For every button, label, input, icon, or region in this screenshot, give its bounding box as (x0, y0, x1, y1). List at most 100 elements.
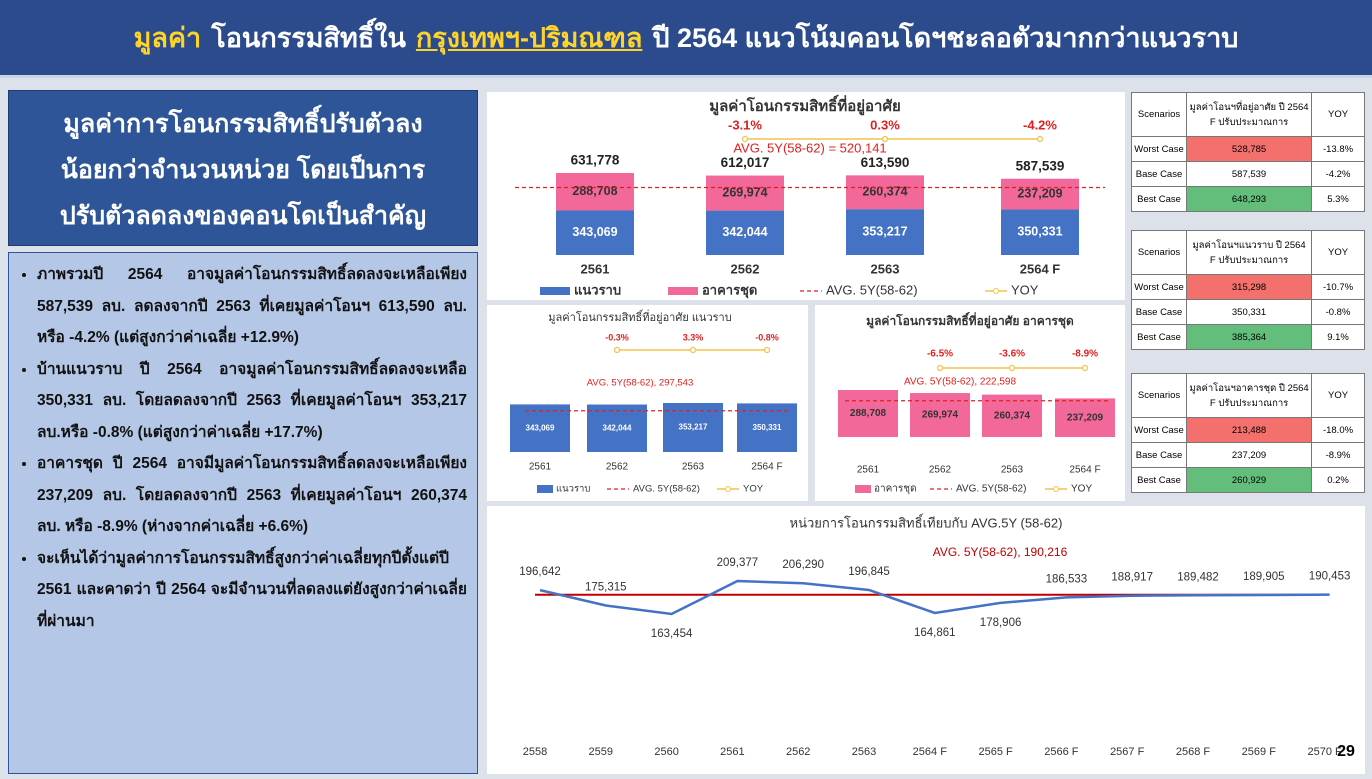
average-label: AVG. 5Y(58-62), 222,598 (904, 377, 1017, 388)
data-label: 209,377 (717, 557, 759, 569)
title-part: กรุงเทพฯ-ปริมณฑล (415, 23, 643, 53)
legend-label: AVG. 5Y(58-62) (826, 282, 918, 297)
yoy-point (613, 346, 621, 354)
x-tick-label: 2565 F (978, 746, 1013, 758)
legend-swatch (725, 486, 731, 492)
bullet: ภาพรวมปี 2564 อาจมูลค่าโอนกรรมสิทธิ์ลดลง… (37, 259, 467, 354)
x-tick-label: 2570 F (1307, 746, 1342, 758)
yoy-label: 3.3% (683, 332, 704, 342)
table-cell: -13.8% (1311, 136, 1365, 162)
summary-heading: มูลค่าการโอนกรรมสิทธิ์ปรับตัวลง น้อยกว่า… (8, 90, 478, 246)
heading-line: น้อยกว่าจำนวนหน่วย โดยเป็นการ (60, 156, 426, 184)
line (539, 579, 1330, 616)
bar-label: 288,708 (572, 184, 617, 198)
x-tick-label: 2562 (606, 462, 629, 473)
bar-label: 260,374 (862, 185, 907, 199)
table-cell: 9.1% (1311, 324, 1365, 350)
legend-label: แนวราบ (556, 484, 590, 495)
x-tick-label: 2563 (852, 746, 876, 758)
legend-label: YOY (1011, 282, 1039, 297)
table-row: Base Case 350,331 -0.8% (1130, 299, 1365, 325)
table-row: Base Case 237,209 -8.9% (1130, 442, 1365, 468)
table-header: Scenarios (1130, 373, 1188, 418)
table-cell: 315,298 (1186, 274, 1313, 300)
bar-label: 237,209 (1017, 186, 1062, 200)
bar-label: 260,374 (994, 410, 1031, 421)
yoy-label: -6.5% (927, 349, 953, 360)
table-header-row: Scenarios มูลค่าโอนฯที่อยู่อาศัย ปี 2564 … (1130, 92, 1365, 137)
yoy-label: -0.3% (605, 332, 629, 342)
total-label: 587,539 (1016, 158, 1065, 173)
table-header: มูลค่าโอนฯที่อยู่อาศัย ปี 2564 F ปรับประ… (1186, 92, 1313, 137)
legend-swatch (1053, 486, 1059, 492)
legend-swatch (537, 485, 553, 493)
table-row: Best Case 385,364 9.1% (1130, 324, 1365, 350)
table-cell: 237,209 (1186, 442, 1313, 468)
data-label: 175,315 (585, 582, 627, 594)
bar (510, 404, 570, 452)
total-label: 612,017 (721, 155, 770, 170)
table-cell: Base Case (1130, 299, 1188, 325)
x-tick-label: 2564 F (1069, 465, 1100, 476)
table-cell: 648,293 (1186, 186, 1313, 212)
average-label: AVG. 5Y(58-62) = 520,141 (733, 140, 886, 155)
table-cell: 5.3% (1311, 186, 1365, 212)
bar (846, 175, 924, 210)
bar (1001, 209, 1079, 255)
legend-label: อาคารชุด (874, 484, 917, 495)
table-cell: Worst Case (1130, 274, 1188, 300)
x-tick-label: 2568 F (1176, 746, 1211, 758)
table-cell: Best Case (1130, 467, 1188, 493)
x-tick-label: 2566 F (1044, 746, 1079, 758)
chart-title: มูลค่าโอนกรรมสิทธิ์ที่อยู่อาศัย (709, 94, 901, 116)
legend-label: AVG. 5Y(58-62) (633, 484, 700, 495)
average-label: AVG. 5Y(58-62), 297,543 (587, 378, 694, 389)
x-tick-label: 2564 F (1020, 261, 1061, 276)
table-header: YOY (1311, 373, 1365, 418)
bullet: จะเห็นได้ว่ามูลค่าการโอนกรรมสิทธิ์สูงกว่… (37, 543, 467, 638)
data-label: 196,642 (519, 566, 561, 578)
table-row: Base Case 587,539 -4.2% (1130, 161, 1365, 187)
data-label: 196,845 (848, 566, 890, 578)
bar-label: 237,209 (1067, 412, 1104, 423)
yoy-point (881, 135, 889, 143)
data-label: 189,482 (1177, 571, 1219, 583)
table-cell: -10.7% (1311, 274, 1365, 300)
table-row: Worst Case 528,785 -13.8% (1130, 136, 1365, 162)
x-tick-label: 2569 F (1242, 746, 1277, 758)
data-label: 188,917 (1111, 572, 1153, 584)
bar (706, 175, 784, 211)
yoy-point (936, 364, 944, 372)
x-tick-label: 2561 (857, 465, 880, 476)
legend-label: YOY (743, 484, 764, 495)
yoy-label: -4.2% (1023, 117, 1057, 132)
table-cell: 385,364 (1186, 324, 1313, 350)
bar (556, 173, 634, 211)
table-row: Best Case 260,929 0.2% (1130, 467, 1365, 493)
x-tick-label: 2560 (654, 746, 678, 758)
data-label: 164,861 (914, 627, 956, 639)
chart-title: หน่วยการโอนกรรมสิทธิ์เทียบกับ AVG.5Y (58… (790, 513, 1063, 530)
x-tick-label: 2563 (682, 462, 705, 473)
bullet: อาคารชุด ปี 2564 อาจมีมูลค่าโอนกรรมสิทธิ… (37, 448, 467, 543)
x-tick-label: 2558 (523, 746, 547, 758)
bar-label: 342,044 (722, 225, 767, 239)
legend-label: แนวราบ (574, 282, 621, 297)
table-header-row: Scenarios มูลค่าโอนฯอาคารชุด ปี 2564 F ปร… (1130, 373, 1365, 418)
bar-label: 343,069 (572, 225, 617, 239)
table-cell: Base Case (1130, 442, 1188, 468)
bar (1001, 178, 1079, 210)
yoy-point (763, 346, 771, 354)
table-row: Worst Case 315,298 -10.7% (1130, 274, 1365, 300)
x-tick-label: 2562 (929, 465, 952, 476)
chart-panel (487, 506, 1365, 774)
average-label: AVG. 5Y(58-62), 190,216 (933, 545, 1068, 559)
chart-panel (487, 305, 808, 501)
x-tick-label: 2562 (731, 261, 760, 276)
table-cell: 213,488 (1186, 417, 1313, 443)
table-cell: -8.9% (1311, 442, 1365, 468)
page-number: 29 (1337, 743, 1355, 760)
legend-label: AVG. 5Y(58-62) (956, 484, 1026, 495)
bar-label: 343,069 (526, 423, 555, 432)
